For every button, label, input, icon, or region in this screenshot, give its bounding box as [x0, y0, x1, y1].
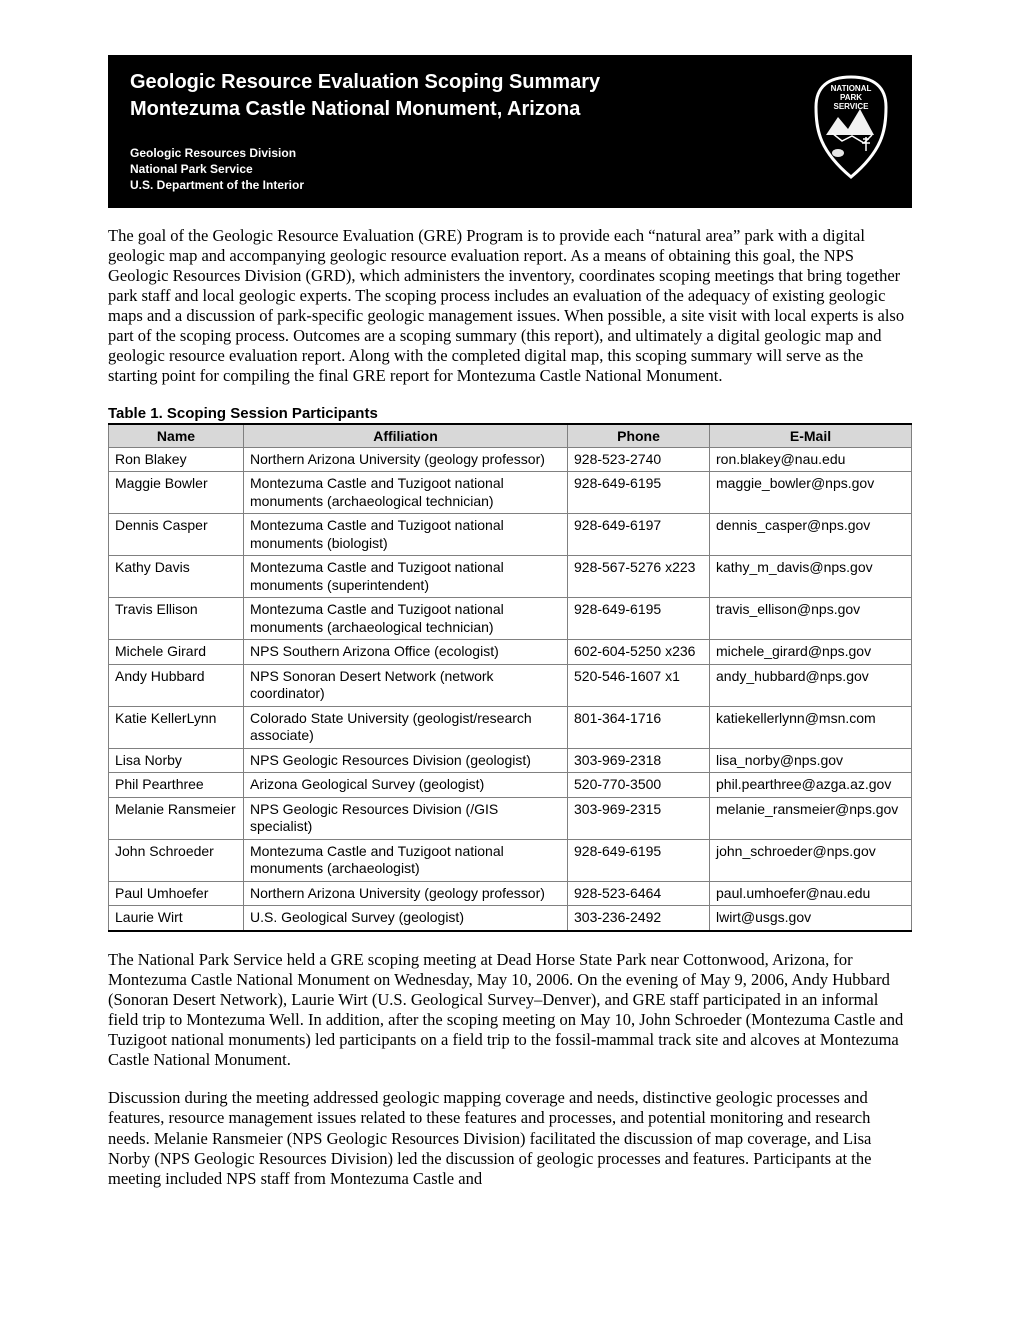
intro-paragraph: The goal of the Geologic Resource Evalua…: [108, 226, 912, 387]
logo-text-park: PARK: [840, 93, 862, 102]
dept-line-2: National Park Service: [130, 162, 253, 176]
table-row: Dennis CasperMontezuma Castle and Tuzigo…: [109, 514, 912, 556]
cell-email: kathy_m_davis@nps.gov: [710, 556, 912, 598]
table-row: Melanie RansmeierNPS Geologic Resources …: [109, 797, 912, 839]
cell-email: melanie_ransmeier@nps.gov: [710, 797, 912, 839]
table-row: Maggie BowlerMontezuma Castle and Tuzigo…: [109, 472, 912, 514]
cell-phone: 520-546-1607 x1: [568, 664, 710, 706]
cell-name: Lisa Norby: [109, 748, 244, 773]
cell-name: Andy Hubbard: [109, 664, 244, 706]
cell-phone: 928-567-5276 x223: [568, 556, 710, 598]
table-row: Travis EllisonMontezuma Castle and Tuzig…: [109, 598, 912, 640]
cell-phone: 928-649-6195: [568, 598, 710, 640]
title-line-1: Geologic Resource Evaluation Scoping Sum…: [130, 71, 600, 93]
paragraph-2: The National Park Service held a GRE sco…: [108, 950, 912, 1071]
cell-email: dennis_casper@nps.gov: [710, 514, 912, 556]
cell-affiliation: NPS Geologic Resources Division (/GIS sp…: [244, 797, 568, 839]
cell-name: John Schroeder: [109, 839, 244, 881]
cell-name: Michele Girard: [109, 640, 244, 665]
cell-affiliation: Colorado State University (geologist/res…: [244, 706, 568, 748]
cell-affiliation: Montezuma Castle and Tuzigoot national m…: [244, 514, 568, 556]
banner-dept: Geologic Resources Division National Par…: [130, 145, 788, 194]
cell-affiliation: Northern Arizona University (geology pro…: [244, 447, 568, 472]
cell-affiliation: Arizona Geological Survey (geologist): [244, 773, 568, 798]
cell-name: Maggie Bowler: [109, 472, 244, 514]
cell-email: lisa_norby@nps.gov: [710, 748, 912, 773]
table-row: Michele GirardNPS Southern Arizona Offic…: [109, 640, 912, 665]
cell-name: Laurie Wirt: [109, 906, 244, 931]
title-line-2: Montezuma Castle National Monument, Ariz…: [130, 98, 580, 120]
table-row: Lisa NorbyNPS Geologic Resources Divisio…: [109, 748, 912, 773]
cell-email: ron.blakey@nau.edu: [710, 447, 912, 472]
cell-affiliation: NPS Sonoran Desert Network (network coor…: [244, 664, 568, 706]
cell-phone: 801-364-1716: [568, 706, 710, 748]
col-header-phone: Phone: [568, 424, 710, 448]
cell-name: Paul Umhoefer: [109, 881, 244, 906]
cell-phone: 303-969-2318: [568, 748, 710, 773]
cell-name: Travis Ellison: [109, 598, 244, 640]
cell-name: Dennis Casper: [109, 514, 244, 556]
cell-affiliation: Montezuma Castle and Tuzigoot national m…: [244, 472, 568, 514]
participants-table: Name Affiliation Phone E-Mail Ron Blakey…: [108, 423, 912, 932]
cell-email: phil.pearthree@azga.az.gov: [710, 773, 912, 798]
col-header-affiliation: Affiliation: [244, 424, 568, 448]
cell-phone: 928-649-6195: [568, 839, 710, 881]
logo-text-service: SERVICE: [834, 102, 870, 111]
cell-name: Melanie Ransmeier: [109, 797, 244, 839]
table-row: Paul UmhoeferNorthern Arizona University…: [109, 881, 912, 906]
cell-email: andy_hubbard@nps.gov: [710, 664, 912, 706]
cell-phone: 928-523-6464: [568, 881, 710, 906]
cell-affiliation: Northern Arizona University (geology pro…: [244, 881, 568, 906]
cell-phone: 928-649-6195: [568, 472, 710, 514]
table-row: Andy HubbardNPS Sonoran Desert Network (…: [109, 664, 912, 706]
cell-affiliation: Montezuma Castle and Tuzigoot national m…: [244, 598, 568, 640]
cell-phone: 520-770-3500: [568, 773, 710, 798]
dept-line-3: U.S. Department of the Interior: [130, 178, 304, 192]
cell-affiliation: Montezuma Castle and Tuzigoot national m…: [244, 556, 568, 598]
cell-phone: 303-969-2315: [568, 797, 710, 839]
logo-text-national: NATIONAL: [831, 84, 872, 93]
cell-email: katiekellerlynn@msn.com: [710, 706, 912, 748]
cell-email: maggie_bowler@nps.gov: [710, 472, 912, 514]
cell-email: paul.umhoefer@nau.edu: [710, 881, 912, 906]
cell-phone: 303-236-2492: [568, 906, 710, 931]
table-row: Phil PearthreeArizona Geological Survey …: [109, 773, 912, 798]
col-header-email: E-Mail: [710, 424, 912, 448]
cell-email: travis_ellison@nps.gov: [710, 598, 912, 640]
cell-name: Phil Pearthree: [109, 773, 244, 798]
cell-affiliation: NPS Southern Arizona Office (ecologist): [244, 640, 568, 665]
nps-arrowhead-logo: NATIONAL PARK SERVICE: [808, 73, 894, 186]
cell-email: john_schroeder@nps.gov: [710, 839, 912, 881]
cell-phone: 928-523-2740: [568, 447, 710, 472]
table-row: Ron BlakeyNorthern Arizona University (g…: [109, 447, 912, 472]
table-caption: Table 1. Scoping Session Participants: [108, 405, 912, 422]
cell-name: Kathy Davis: [109, 556, 244, 598]
dept-line-1: Geologic Resources Division: [130, 146, 296, 160]
banner-text-block: Geologic Resource Evaluation Scoping Sum…: [130, 69, 788, 194]
cell-email: michele_girard@nps.gov: [710, 640, 912, 665]
cell-phone: 602-604-5250 x236: [568, 640, 710, 665]
table-row: Kathy DavisMontezuma Castle and Tuzigoot…: [109, 556, 912, 598]
cell-email: lwirt@usgs.gov: [710, 906, 912, 931]
cell-affiliation: NPS Geologic Resources Division (geologi…: [244, 748, 568, 773]
table-row: Katie KellerLynnColorado State Universit…: [109, 706, 912, 748]
header-banner: Geologic Resource Evaluation Scoping Sum…: [108, 55, 912, 208]
col-header-name: Name: [109, 424, 244, 448]
cell-name: Katie KellerLynn: [109, 706, 244, 748]
paragraph-3: Discussion during the meeting addressed …: [108, 1088, 912, 1189]
cell-name: Ron Blakey: [109, 447, 244, 472]
table-row: John SchroederMontezuma Castle and Tuzig…: [109, 839, 912, 881]
table-row: Laurie WirtU.S. Geological Survey (geolo…: [109, 906, 912, 931]
cell-affiliation: U.S. Geological Survey (geologist): [244, 906, 568, 931]
cell-affiliation: Montezuma Castle and Tuzigoot national m…: [244, 839, 568, 881]
banner-title: Geologic Resource Evaluation Scoping Sum…: [130, 69, 788, 123]
cell-phone: 928-649-6197: [568, 514, 710, 556]
table-header-row: Name Affiliation Phone E-Mail: [109, 424, 912, 448]
